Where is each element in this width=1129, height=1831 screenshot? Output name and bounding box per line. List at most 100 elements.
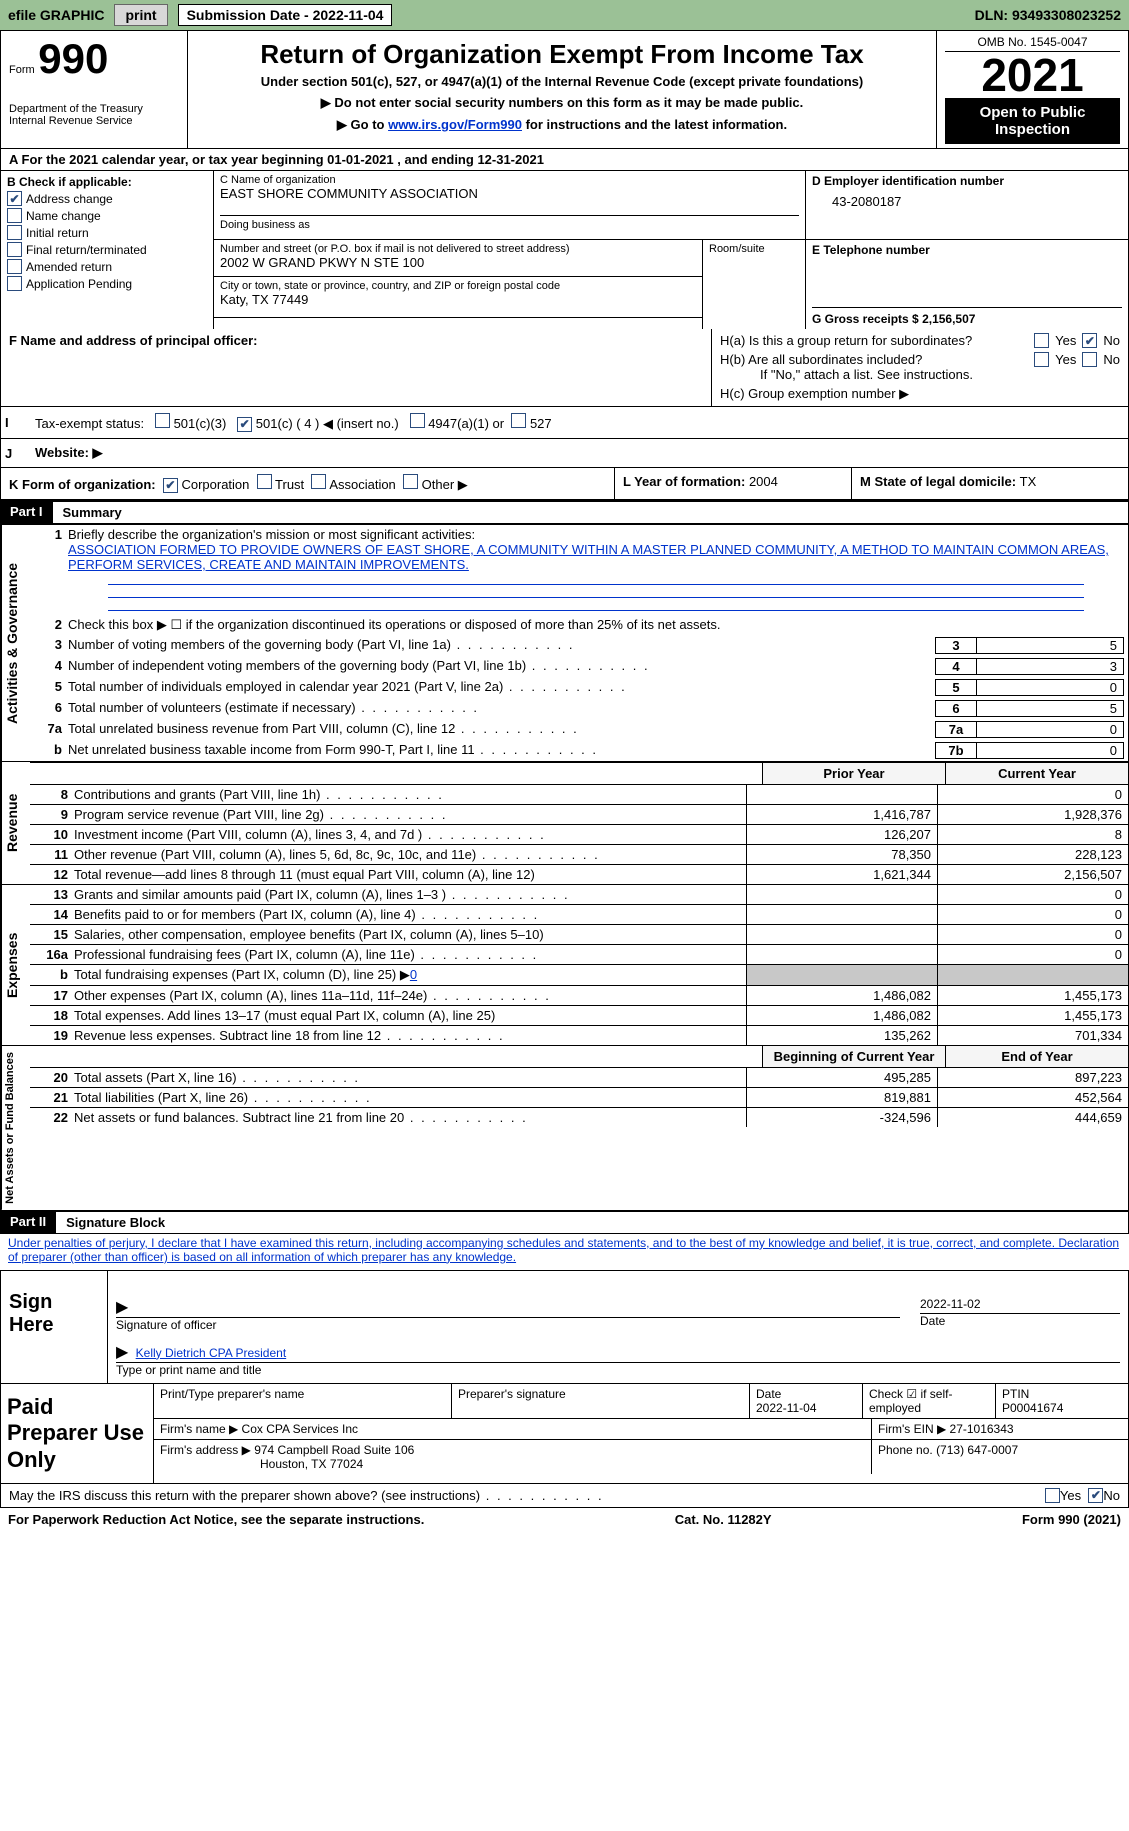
chk-address-change[interactable] <box>7 191 22 206</box>
q6-num: 6 <box>34 700 68 715</box>
chk-corp[interactable] <box>163 478 178 493</box>
chk-amended[interactable] <box>7 259 22 274</box>
r12-curr: 2,156,507 <box>937 865 1128 884</box>
r8-num: 8 <box>30 785 74 804</box>
ha-label: H(a) Is this a group return for subordin… <box>720 333 1028 348</box>
k-label: K Form of organization: <box>9 477 156 492</box>
firm-addr-cell: Firm's address ▶ 974 Campbell Road Suite… <box>154 1440 872 1474</box>
ptin-label: PTIN <box>1002 1387 1029 1401</box>
g-label: G Gross receipts $ <box>812 312 922 326</box>
org-name: EAST SHORE COMMUNITY ASSOCIATION <box>220 186 799 201</box>
q7b-text: Net unrelated business taxable income fr… <box>68 742 935 757</box>
c-name-label: C Name of organization <box>220 174 799 186</box>
th-end: End of Year <box>946 1046 1128 1067</box>
q4-val: 3 <box>977 658 1124 675</box>
chk-501c3[interactable] <box>155 413 170 428</box>
lbl-initial: Initial return <box>26 226 89 240</box>
q1-block: Briefly describe the organization's miss… <box>68 527 1124 613</box>
officer-name-line: Kelly Dietrich CPA President <box>116 1342 1120 1363</box>
row-a-pre: A For the 2021 calendar year, or tax yea… <box>9 152 327 167</box>
q1-mission-text[interactable]: ASSOCIATION FORMED TO PROVIDE OWNERS OF … <box>68 542 1109 572</box>
chk-final[interactable] <box>7 242 22 257</box>
room-label: Room/suite <box>709 243 799 255</box>
goto-line: ▶ Go to www.irs.gov/Form990 for instruct… <box>196 117 928 133</box>
l-box: L Year of formation: 2004 <box>614 468 851 499</box>
row-i: I Tax-exempt status: 501(c)(3) 501(c) ( … <box>0 407 1129 439</box>
r19-curr: 701,334 <box>937 1026 1128 1045</box>
chk-ha-yes[interactable] <box>1034 333 1049 348</box>
discuss-row: May the IRS discuss this return with the… <box>0 1484 1129 1508</box>
officer-name[interactable]: Kelly Dietrich CPA President <box>136 1346 287 1360</box>
r16b-val[interactable]: 0 <box>410 967 417 982</box>
chk-hb-yes[interactable] <box>1034 352 1049 367</box>
side-ag: Activities & Governance <box>1 525 30 761</box>
q7b-num: b <box>34 742 68 757</box>
goto-post: for instructions and the latest informat… <box>522 117 787 132</box>
cat-no: Cat. No. 11282Y <box>675 1512 772 1527</box>
r14-num: 14 <box>30 905 74 924</box>
chk-4947[interactable] <box>410 413 425 428</box>
chk-ha-no[interactable] <box>1082 333 1097 348</box>
r18-prior: 1,486,082 <box>746 1006 937 1025</box>
chk-discuss-yes[interactable] <box>1045 1488 1060 1503</box>
hb-note: If "No," attach a list. See instructions… <box>720 367 1120 382</box>
firm-name-label: Firm's name ▶ <box>160 1422 242 1436</box>
r21-curr: 452,564 <box>937 1088 1128 1107</box>
print-button[interactable]: print <box>114 4 167 26</box>
hc-label: H(c) Group exemption number ▶ <box>720 386 1120 402</box>
prep-ptin-cell: PTIN P00041674 <box>996 1384 1128 1418</box>
d-ein-box: D Employer identification number 43-2080… <box>806 171 1128 240</box>
e-tel-box: E Telephone number G Gross receipts $ 2,… <box>806 240 1128 329</box>
exp-section: Expenses 13Grants and similar amounts pa… <box>0 885 1129 1046</box>
bcde-block: B Check if applicable: Address change Na… <box>0 171 1129 329</box>
q3-text: Number of voting members of the governin… <box>68 637 935 652</box>
goto-link[interactable]: www.irs.gov/Form990 <box>388 117 522 132</box>
m-label: M State of legal domicile: <box>860 474 1020 489</box>
row-a-mid: , and ending <box>397 152 477 167</box>
chk-527[interactable] <box>511 413 526 428</box>
prep-row-2: Firm's name ▶ Cox CPA Services Inc Firm'… <box>154 1419 1128 1440</box>
chk-assoc[interactable] <box>311 474 326 489</box>
chk-initial[interactable] <box>7 225 22 240</box>
r13-prior <box>746 885 937 904</box>
col-cde: C Name of organization EAST SHORE COMMUN… <box>214 171 1128 329</box>
chk-other[interactable] <box>403 474 418 489</box>
lbl-final: Final return/terminated <box>26 243 147 257</box>
net-th-blank <box>30 1046 763 1067</box>
prep-date-label: Date <box>756 1387 781 1401</box>
q7b-cell-num: 7b <box>935 742 977 759</box>
r9-curr: 1,928,376 <box>937 805 1128 824</box>
h-box: H(a) Is this a group return for subordin… <box>712 329 1128 406</box>
q5-text: Total number of individuals employed in … <box>68 679 935 694</box>
r10-prior: 126,207 <box>746 825 937 844</box>
form-word: Form <box>9 64 35 76</box>
net-head: Beginning of Current Year End of Year <box>30 1046 1128 1067</box>
lbl-discuss-no: No <box>1103 1488 1120 1503</box>
lbl-app-pending: Application Pending <box>26 277 132 291</box>
row-a-begin: 01-01-2021 <box>327 152 394 167</box>
r16b-num: b <box>30 965 74 985</box>
th-prior: Prior Year <box>763 763 946 784</box>
q7b-val: 0 <box>977 742 1124 759</box>
prep-row-1: Print/Type preparer's name Preparer's si… <box>154 1384 1128 1419</box>
chk-trust[interactable] <box>257 474 272 489</box>
chk-hb-no[interactable] <box>1082 352 1097 367</box>
r22-curr: 444,659 <box>937 1108 1128 1127</box>
q7a-num: 7a <box>34 721 68 736</box>
sign-here-body: Signature of officer 2022-11-02 Date Kel… <box>108 1271 1128 1383</box>
exp-body: 13Grants and similar amounts paid (Part … <box>30 885 1128 1045</box>
d-label: D Employer identification number <box>812 174 1122 188</box>
e-label: E Telephone number <box>812 243 1122 257</box>
chk-name-change[interactable] <box>7 208 22 223</box>
sig-officer-line <box>116 1297 900 1318</box>
r16b-pre: Total fundraising expenses (Part IX, col… <box>74 967 410 982</box>
chk-501c[interactable] <box>237 417 252 432</box>
penalty-link[interactable]: Under penalties of perjury, I declare th… <box>8 1236 1119 1264</box>
th-blank <box>30 763 763 784</box>
chk-discuss-no[interactable] <box>1088 1488 1103 1503</box>
r13-curr: 0 <box>937 885 1128 904</box>
lbl-501c3: 501(c)(3) <box>174 416 227 431</box>
r21-text: Total liabilities (Part X, line 26) <box>74 1088 746 1107</box>
chk-app-pending[interactable] <box>7 276 22 291</box>
row-a-calendar: A For the 2021 calendar year, or tax yea… <box>0 148 1129 171</box>
